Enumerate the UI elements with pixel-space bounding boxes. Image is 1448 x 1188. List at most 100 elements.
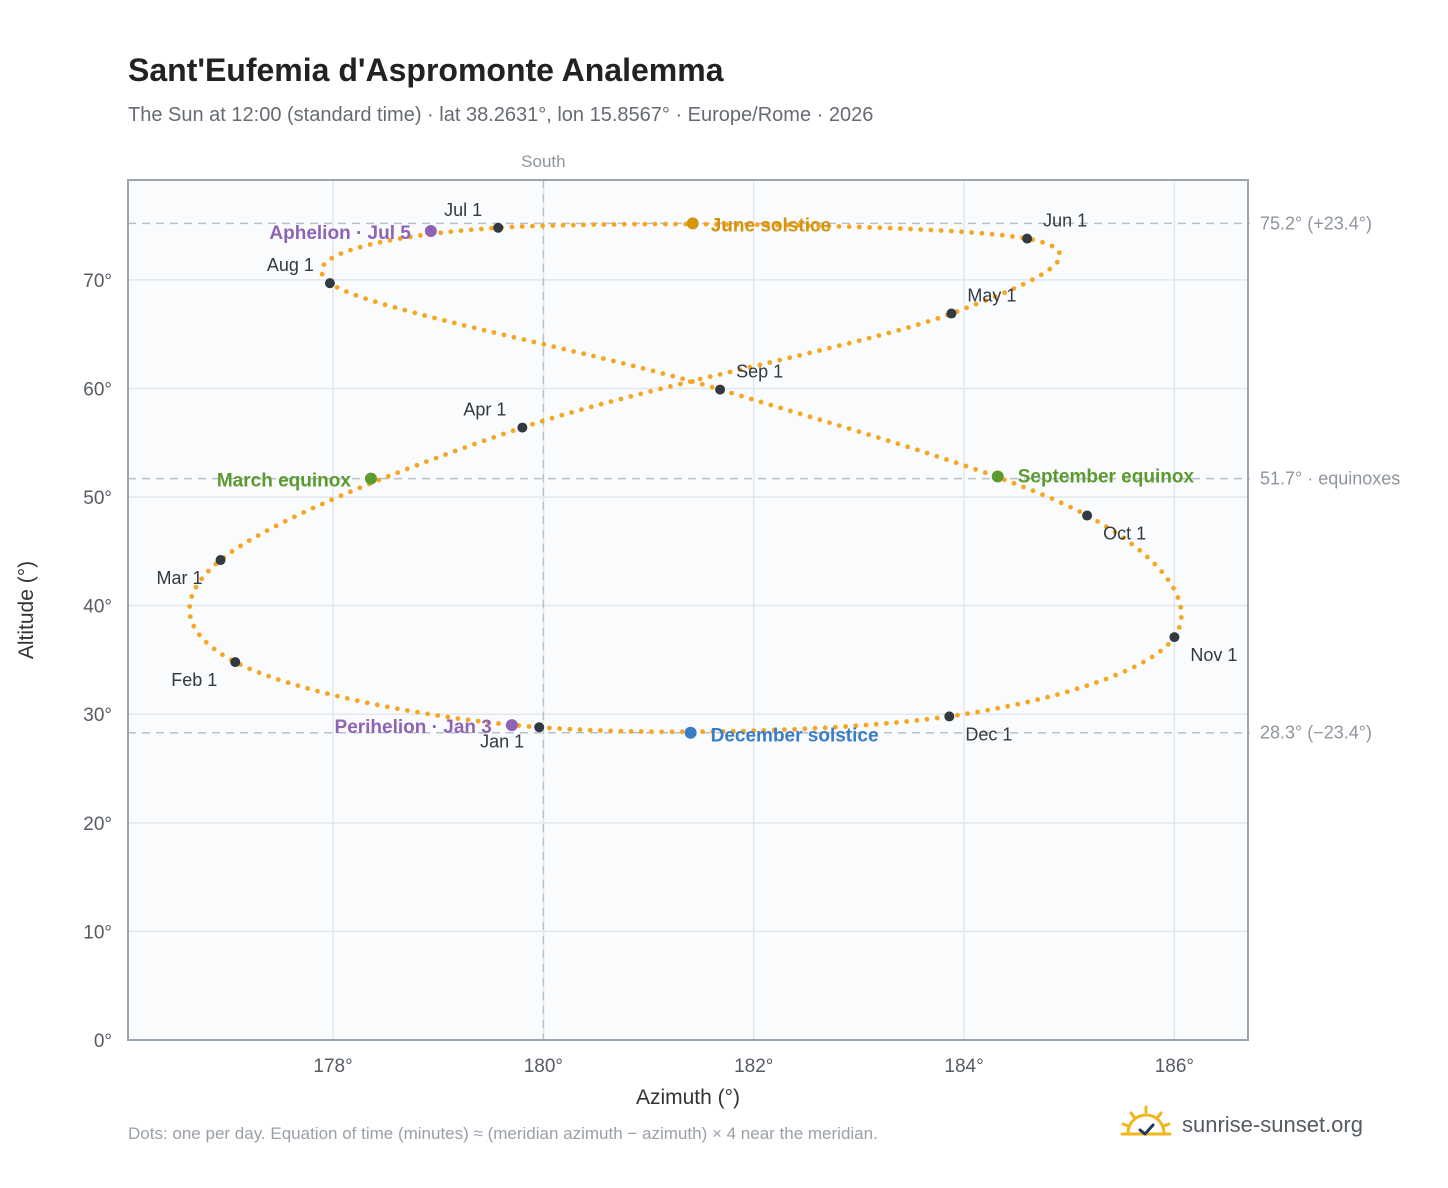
daily-sun-dot: [975, 709, 980, 715]
daily-sun-dot: [472, 441, 477, 447]
daily-sun-dot: [319, 501, 325, 507]
daily-sun-dot: [1020, 281, 1026, 287]
daily-sun-dot: [767, 360, 773, 365]
daily-sun-dot: [348, 247, 353, 253]
daily-sun-dot: [547, 725, 552, 731]
daily-sun-dot: [405, 708, 410, 713]
daily-sun-dot: [877, 225, 883, 231]
month-marker: [946, 308, 957, 319]
daily-sun-dot: [442, 318, 447, 323]
daily-sun-dot: [867, 225, 872, 230]
daily-sun-dot: [856, 429, 862, 434]
daily-sun-dot: [887, 225, 893, 231]
daily-sun-dot: [807, 350, 812, 356]
daily-sun-dot: [1074, 686, 1080, 692]
daily-sun-dot: [196, 632, 202, 638]
daily-sun-dot: [660, 371, 666, 376]
daily-sun-dot: [963, 463, 969, 469]
daily-sun-dot: [475, 718, 481, 724]
daily-sun-dot: [885, 438, 891, 444]
daily-sun-dot: [266, 673, 272, 679]
daily-sun-dot: [915, 447, 920, 453]
daily-sun-dot: [714, 221, 719, 227]
daily-sun-dot: [884, 721, 889, 726]
brand[interactable]: sunrise-sunset.org: [1120, 1100, 1363, 1150]
daily-sun-dot: [329, 255, 335, 261]
daily-sun-dot: [1005, 703, 1011, 709]
daily-sun-dot: [479, 226, 484, 232]
daily-sun-dot: [414, 462, 420, 468]
daily-sun-dot: [895, 441, 901, 447]
footnote: Dots: one per day. Equation of time (min…: [128, 1124, 878, 1143]
daily-sun-dot: [570, 222, 576, 228]
month-label: Jan 1: [480, 731, 524, 751]
daily-sun-dot: [404, 466, 410, 472]
daily-sun-dot: [357, 244, 363, 250]
daily-sun-dot: [601, 222, 607, 227]
daily-sun-dot: [598, 728, 603, 733]
daily-sun-dot: [1178, 615, 1184, 620]
daily-sun-dot: [802, 726, 808, 732]
daily-sun-dot: [432, 315, 437, 321]
daily-sun-dot: [295, 683, 301, 688]
daily-sun-dot: [1140, 659, 1146, 665]
daily-sun-dot: [1058, 500, 1064, 506]
daily-sun-dot: [1103, 676, 1109, 682]
daily-sun-dot: [703, 221, 709, 227]
event-label: June solstice: [711, 215, 831, 236]
daily-sun-dot: [397, 236, 403, 241]
daily-sun-dot: [734, 222, 740, 227]
daily-sun-dot: [338, 493, 344, 499]
daily-sun-dot: [601, 356, 606, 361]
daily-sun-dot: [1055, 692, 1060, 697]
daily-sun-dot: [1025, 699, 1031, 705]
daily-sun-dot: [1149, 654, 1155, 660]
daily-sun-dot: [628, 394, 634, 399]
daily-sun-dot: [816, 223, 821, 229]
daily-sun-dot: [549, 415, 555, 421]
daily-sun-dot: [559, 412, 565, 418]
daily-sun-dot: [395, 706, 400, 712]
daily-sun-dot: [377, 239, 383, 245]
daily-sun-dot: [680, 376, 685, 382]
month-marker: [1169, 632, 1180, 643]
daily-sun-dot: [914, 718, 920, 723]
daily-sun-dot: [1084, 683, 1090, 689]
daily-sun-dot: [354, 698, 360, 703]
daily-sun-dot: [203, 639, 209, 645]
daily-sun-dot: [569, 410, 574, 415]
daily-sun-dot: [238, 543, 243, 549]
daily-sun-dot: [710, 729, 716, 734]
month-label: Apr 1: [463, 400, 506, 420]
daily-sun-dot: [315, 688, 320, 694]
daily-sun-dot: [435, 713, 441, 718]
daily-sun-dot: [934, 453, 940, 459]
daily-sun-dot: [220, 652, 225, 658]
daily-sun-dot: [1121, 535, 1126, 541]
daily-sun-dot: [777, 357, 783, 363]
daily-sun-dot: [925, 319, 931, 324]
daily-sun-dot: [741, 728, 746, 734]
daily-sun-dot: [325, 691, 330, 696]
daily-sun-dot: [739, 393, 744, 399]
daily-sun-dot: [367, 242, 373, 247]
daily-sun-dot: [335, 693, 340, 699]
daily-sun-dot: [618, 396, 624, 402]
daily-sun-dot: [1040, 492, 1045, 497]
daily-sun-dot: [1103, 524, 1109, 530]
daily-sun-dot: [433, 455, 439, 461]
daily-sun-dot: [422, 313, 427, 318]
x-tick-label: 186°: [1155, 1056, 1194, 1077]
daily-sun-dot: [973, 467, 978, 472]
event-marker: [684, 726, 697, 739]
daily-sun-dot: [511, 334, 517, 340]
daily-sun-dot: [771, 727, 777, 733]
daily-sun-dot: [329, 497, 334, 503]
daily-sun-dot: [384, 704, 390, 710]
daily-sun-dot: [938, 228, 944, 233]
event-label: September equinox: [1018, 466, 1195, 487]
daily-sun-dot: [843, 724, 848, 729]
daily-sun-dot: [836, 423, 842, 428]
daily-sun-dot: [826, 223, 832, 229]
daily-sun-dot: [630, 363, 636, 369]
